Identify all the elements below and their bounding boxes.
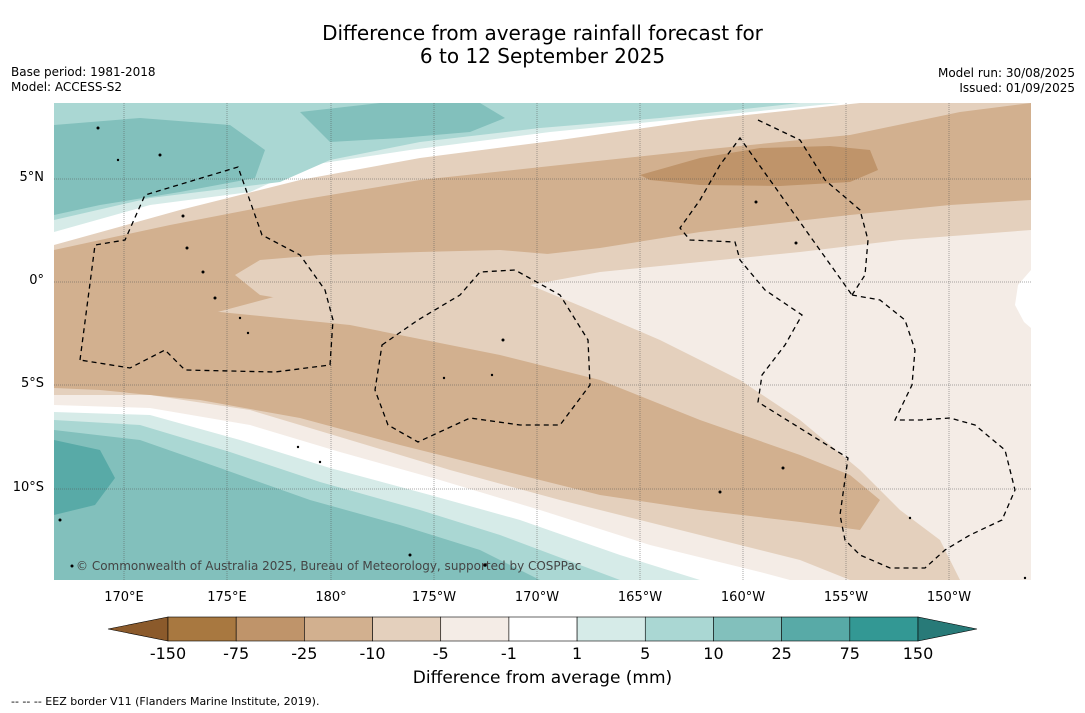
colorbar-segment <box>372 616 442 642</box>
colorbar-arrow-high <box>917 616 978 642</box>
base-period: Base period: 1981-2018 <box>11 65 156 79</box>
colorbar-segment <box>644 616 714 642</box>
east-white-blob <box>1015 270 1031 328</box>
colorbar-tick-label: 10 <box>703 644 724 663</box>
map-title-line2: 6 to 12 September 2025 <box>419 44 666 68</box>
island <box>408 553 412 557</box>
issued-date: Issued: 01/09/2025 <box>959 81 1075 95</box>
colorbar-tick-label: 150 <box>902 644 934 663</box>
island <box>181 214 185 218</box>
colorbar-tick-label: 1 <box>571 644 583 663</box>
island <box>116 158 120 162</box>
central-tan-band <box>54 300 880 530</box>
colorbar-tick-label: -150 <box>149 644 187 663</box>
island <box>501 338 505 342</box>
meta-right: Model run: 30/08/2025 Issued: 01/09/2025 <box>938 66 1075 96</box>
eez-footnote: -- -- -- EEZ border V11 (Flanders Marine… <box>11 695 320 708</box>
island <box>246 331 250 335</box>
colorbar-tick-label: -1 <box>500 644 517 663</box>
lat-label-0: 0° <box>29 273 44 288</box>
colorbar-tick-label: -10 <box>359 644 386 663</box>
lon-label-155w: 155°W <box>823 590 869 605</box>
islands <box>58 126 1027 580</box>
copyright-text: © Commonwealth of Australia 2025, Bureau… <box>76 559 581 573</box>
island <box>185 246 189 250</box>
colorbar-tick-label: -5 <box>432 644 449 663</box>
island <box>490 373 494 377</box>
island <box>238 316 242 320</box>
colorbar-arrow-low <box>107 616 169 642</box>
light-band <box>530 230 1031 580</box>
lon-label-165w: 165°W <box>617 590 663 605</box>
map-title-line1: Difference from average rainfall forecas… <box>322 21 763 45</box>
model-name: Model: ACCESS-S2 <box>11 80 123 94</box>
colorbar-segment <box>304 616 373 642</box>
lon-label-160w: 160°W <box>720 590 766 605</box>
colorbar-segment <box>713 616 782 642</box>
lon-label-175e: 175°E <box>207 590 247 605</box>
island <box>908 516 912 520</box>
north-teal-mid <box>54 103 800 220</box>
colorbar-segment <box>781 616 851 642</box>
north-teal-strong <box>54 118 265 215</box>
island <box>718 490 722 494</box>
lon-label-175w: 175°W <box>411 590 457 605</box>
south-teal-deep <box>54 440 115 515</box>
island <box>781 466 785 470</box>
north-teal-strong-2 <box>300 103 505 142</box>
colorbar-segment <box>235 616 305 642</box>
eez-borders <box>79 119 1016 569</box>
island <box>318 460 322 464</box>
colorbar-segment <box>167 616 237 642</box>
eez-tuvalu <box>79 166 334 373</box>
eez-tokelau <box>374 269 591 443</box>
island <box>213 296 217 300</box>
colorbar-tick-label: 75 <box>839 644 860 663</box>
island <box>158 153 162 157</box>
island <box>96 126 100 130</box>
colorbar-segment <box>440 616 510 642</box>
colorbar-tick-label: 5 <box>640 644 651 663</box>
lat-label-5s: 5°S <box>20 376 44 391</box>
gridlines <box>54 103 1031 580</box>
colorbar-label: Difference from average (mm) <box>412 668 673 688</box>
colorbar-segment <box>576 616 646 642</box>
island <box>794 241 798 245</box>
meta-left: Base period: 1981-2018 Model: ACCESS-S2 <box>11 65 156 95</box>
island <box>201 270 205 274</box>
lon-label-170e: 170°E <box>104 590 144 605</box>
island <box>442 376 446 380</box>
island <box>58 518 62 522</box>
lon-label-180: 180° <box>315 590 347 605</box>
light-band-inner <box>235 250 560 308</box>
dark-tan-patch <box>640 146 878 186</box>
lat-label-10s: 10°S <box>12 480 44 495</box>
island <box>754 200 758 204</box>
eez-kiribati-line <box>679 119 1016 569</box>
lon-label-150w: 150°W <box>926 590 972 605</box>
colorbar <box>107 616 978 642</box>
model-run: Model run: 30/08/2025 <box>937 66 1075 80</box>
island <box>70 564 74 568</box>
colorbar-segment <box>849 616 919 642</box>
island <box>296 445 300 449</box>
colorbar-tick-label: -75 <box>223 644 250 663</box>
south-teal-strong <box>54 430 540 580</box>
colorbar-segment <box>508 616 578 642</box>
lon-label-170w: 170°W <box>514 590 560 605</box>
lat-label-5n: 5°N <box>19 170 45 185</box>
island <box>483 563 487 567</box>
map-fill-layer <box>54 103 1031 580</box>
colorbar-tick-label: 25 <box>771 644 792 663</box>
island <box>1023 576 1027 580</box>
colorbar-tick-label: -25 <box>291 644 318 663</box>
